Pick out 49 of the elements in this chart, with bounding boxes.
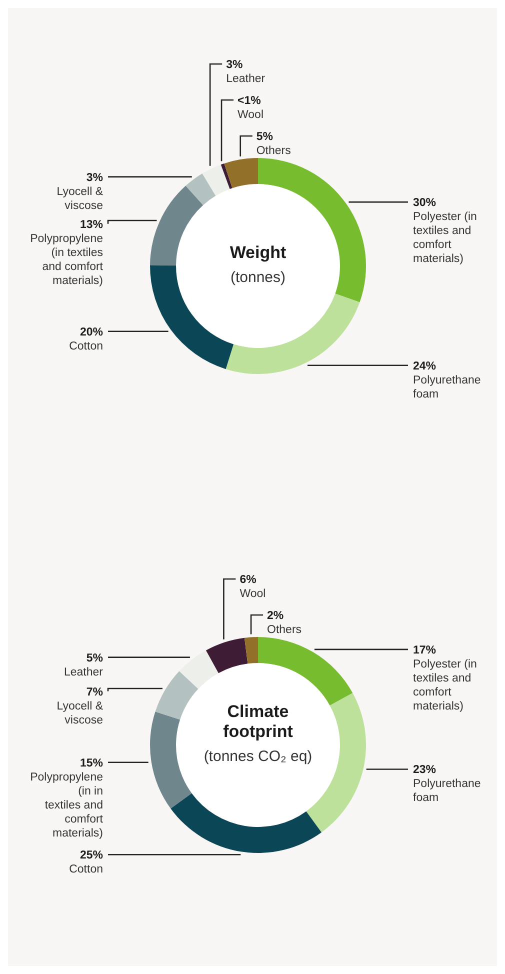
slice-label: Wool	[240, 588, 266, 600]
slice-label: Cotton	[69, 340, 103, 352]
slice-label: Others	[267, 624, 302, 636]
data-label: 3%	[86, 172, 103, 184]
donut-slice	[202, 164, 230, 196]
donut-slice	[226, 294, 360, 374]
donut-slice	[150, 186, 204, 266]
text: (tonnes CO₂ eq)	[204, 748, 312, 765]
data-label: 15%	[80, 757, 103, 770]
slice-label: Wool	[238, 109, 264, 121]
data-label: 30%	[413, 197, 436, 210]
text: Climate footprint	[223, 702, 294, 741]
slice-label: Cotton	[69, 864, 103, 876]
data-label: 5%	[256, 131, 273, 143]
donut-slice	[150, 712, 192, 808]
data-label: 2%	[267, 610, 284, 622]
slice-label: Leather	[64, 666, 104, 678]
slice-label: Leather	[226, 73, 266, 85]
slice-label: Lyocell & viscose	[56, 186, 104, 212]
donut-slice	[258, 637, 353, 706]
slice-label: Polyurethane foam	[413, 778, 481, 804]
donut-slice	[179, 650, 218, 689]
text: (tonnes)	[230, 269, 286, 286]
data-label: 3%	[226, 59, 243, 71]
data-label: 23%	[413, 764, 436, 776]
slice-label: Polypropylene (in textiles and comfort materials)	[30, 232, 104, 287]
slice-label: Polyester (in textiles and comfort materials)	[413, 211, 477, 266]
data-label: 5%	[86, 652, 103, 664]
donut-slice	[155, 671, 198, 720]
data-label: 7%	[86, 686, 103, 698]
data-label: 20%	[80, 326, 103, 338]
text: Weight	[230, 243, 287, 262]
donut-slice	[244, 637, 258, 664]
data-label: 24%	[413, 360, 436, 372]
slice-label: Polypropylene (in in textiles and comfort materials)	[30, 771, 104, 840]
data-label: 25%	[80, 850, 103, 862]
slice-label: Polyester (in textiles and comfort materials)	[413, 658, 477, 712]
donut-slice	[186, 173, 216, 206]
data-label: 6%	[240, 574, 256, 586]
data-label: 17%	[413, 644, 436, 656]
slice-label: Others	[256, 145, 292, 157]
donut-slice	[170, 793, 322, 853]
donut-slice	[220, 163, 232, 189]
data-label: <1%	[238, 95, 261, 107]
donut-slice	[224, 158, 258, 188]
slice-label: Lyocell & viscose	[56, 700, 104, 726]
slice-label: Polyurethane foam	[413, 374, 481, 400]
donut-slice	[206, 638, 248, 674]
data-label: 13%	[80, 218, 103, 231]
